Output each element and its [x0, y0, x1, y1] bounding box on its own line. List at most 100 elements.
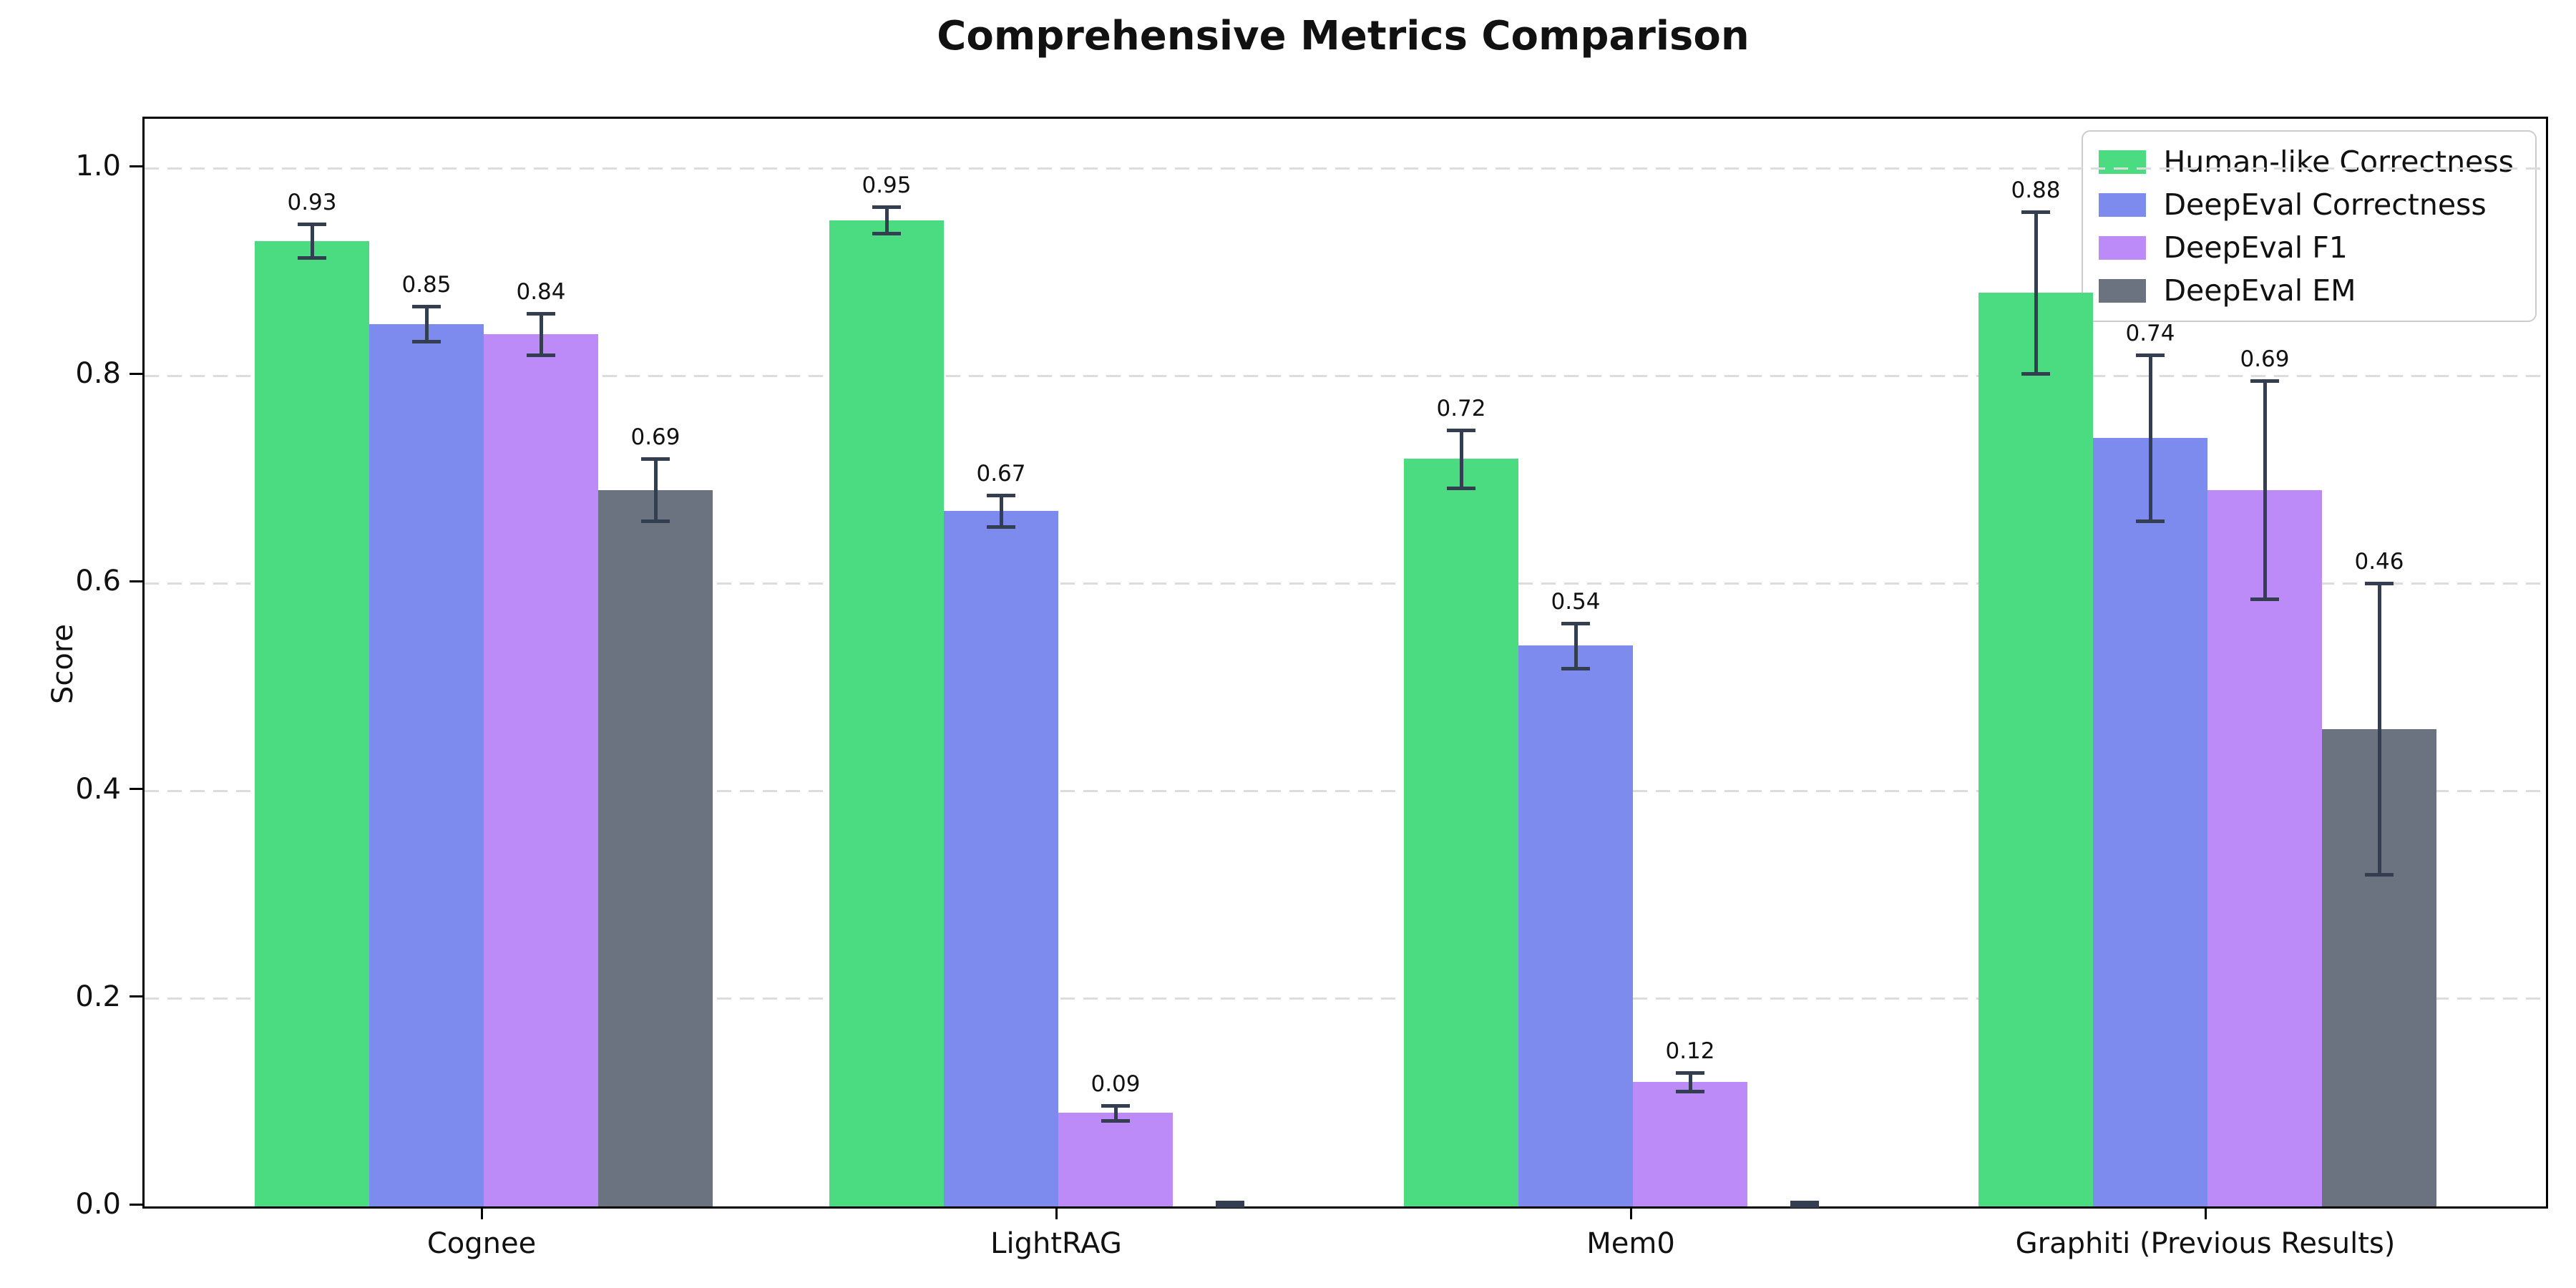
bar: [484, 334, 598, 1206]
x-tick-label-4: Graphiti (Previous Results): [2015, 1227, 2396, 1260]
error-bar-cap-bottom: [2021, 372, 2050, 376]
x-tick-label-3: Mem0: [1586, 1227, 1675, 1260]
error-bar-cap-bottom: [1101, 1118, 1130, 1123]
legend-swatch-icon: [2099, 150, 2147, 174]
y-tick-mark: [130, 995, 142, 998]
bar-value-label: 0.72: [1436, 395, 1486, 421]
error-bar-cap-bottom: [1676, 1089, 1704, 1093]
error-bar-cap-bottom: [1447, 486, 1475, 490]
error-bar-cap-top: [987, 494, 1015, 498]
error-bar-cap-top: [412, 304, 441, 308]
x-tick-mark: [480, 1206, 483, 1219]
y-tick-mark: [130, 372, 142, 375]
error-bar-cap-top: [1790, 1201, 1819, 1205]
bar: [1404, 459, 1518, 1206]
error-bar: [653, 459, 658, 522]
error-bar-cap-bottom: [412, 340, 441, 344]
error-bar-cap-top: [1447, 428, 1475, 432]
legend-label: DeepEval EM: [2163, 273, 2356, 308]
bar: [1979, 293, 2093, 1206]
gridline: [145, 167, 2546, 170]
error-bar-cap-bottom: [641, 519, 670, 524]
legend-item: DeepEval F1: [2099, 230, 2514, 265]
error-bar: [1113, 1106, 1118, 1121]
error-bar: [1688, 1072, 1692, 1091]
bar-value-label: 0.54: [1551, 588, 1601, 615]
bar: [255, 240, 369, 1206]
error-bar-cap-top: [641, 457, 670, 462]
legend-item: DeepEval Correctness: [2099, 187, 2514, 222]
y-tick-label: 0.4: [75, 772, 121, 806]
error-bar-cap-top: [298, 223, 326, 227]
x-tick-label-1: Cognee: [426, 1227, 537, 1260]
gridline: [145, 374, 2546, 377]
bar-value-label: 0.12: [1665, 1038, 1715, 1064]
bar-value-label: 0.84: [516, 279, 566, 306]
y-tick-label: 0.8: [75, 357, 121, 391]
bar: [2093, 438, 2207, 1206]
legend-label: DeepEval Correctness: [2163, 187, 2487, 222]
error-bar: [1459, 429, 1463, 488]
error-bar-cap-top: [2250, 379, 2279, 384]
error-bar-cap-top: [2365, 582, 2394, 586]
error-bar-cap-top: [2021, 210, 2050, 214]
x-tick-label-2: LightRAG: [990, 1227, 1122, 1260]
bar: [369, 323, 484, 1206]
error-bar: [539, 313, 543, 356]
bar-value-label: 0.67: [976, 461, 1026, 487]
bar: [1518, 645, 1633, 1206]
bar-value-label: 0.95: [862, 172, 912, 198]
gridline: [145, 790, 2546, 793]
bar: [944, 510, 1058, 1206]
y-tick-mark: [130, 165, 142, 167]
bar: [1058, 1113, 1173, 1206]
bar-value-label: 0.74: [2125, 321, 2175, 347]
error-bar: [2034, 211, 2038, 374]
error-bar-cap-top: [1561, 621, 1590, 625]
y-tick-label: 0.6: [75, 565, 121, 598]
error-bar: [424, 306, 429, 342]
error-bar-cap-top: [1101, 1104, 1130, 1108]
error-bar-cap-bottom: [527, 353, 555, 358]
legend: Human-like Correctness DeepEval Correctne…: [2082, 130, 2537, 322]
error-bar-cap-bottom: [2365, 872, 2394, 877]
bar-value-label: 0.09: [1091, 1071, 1141, 1098]
error-bar-cap-bottom: [2250, 597, 2279, 602]
error-bar-cap-bottom: [1790, 1204, 1819, 1208]
y-tick-label: 0.0: [75, 1188, 121, 1221]
legend-swatch-icon: [2099, 278, 2147, 303]
y-tick-mark: [130, 1203, 142, 1206]
error-bar: [999, 495, 1003, 527]
x-tick-mark: [1629, 1206, 1632, 1219]
legend-item: Human-like Correctness: [2099, 145, 2514, 179]
error-bar: [2377, 583, 2381, 874]
x-tick-mark: [1055, 1206, 1058, 1219]
legend-item: DeepEval EM: [2099, 273, 2514, 308]
error-bar-cap-bottom: [298, 255, 326, 260]
bar: [829, 220, 944, 1206]
legend-label: Human-like Correctness: [2163, 145, 2514, 179]
error-bar-cap-bottom: [872, 232, 901, 236]
y-tick-label: 1.0: [75, 150, 121, 182]
error-bar: [1574, 623, 1578, 669]
error-bar-cap-bottom: [1216, 1204, 1244, 1208]
error-bar: [884, 206, 889, 234]
error-bar-cap-top: [872, 205, 901, 209]
chart-title: Comprehensive Metrics Comparison: [937, 13, 1750, 59]
gridline: [145, 582, 2546, 585]
error-bar-cap-top: [1676, 1070, 1704, 1075]
error-bar-cap-top: [527, 312, 555, 316]
error-bar: [2148, 355, 2152, 522]
bar: [598, 489, 713, 1206]
error-bar: [2263, 381, 2267, 600]
bar: [2207, 489, 2322, 1206]
error-bar-cap-top: [2136, 353, 2165, 358]
error-bar-cap-bottom: [987, 525, 1015, 529]
error-bar-cap-top: [1216, 1201, 1244, 1205]
plot-area: Human-like Correctness DeepEval Correctne…: [142, 117, 2548, 1209]
y-tick-label: 0.2: [75, 980, 121, 1013]
x-tick-mark: [2204, 1206, 2207, 1219]
legend-swatch-icon: [2099, 235, 2147, 260]
bar-value-label: 0.69: [630, 424, 680, 451]
